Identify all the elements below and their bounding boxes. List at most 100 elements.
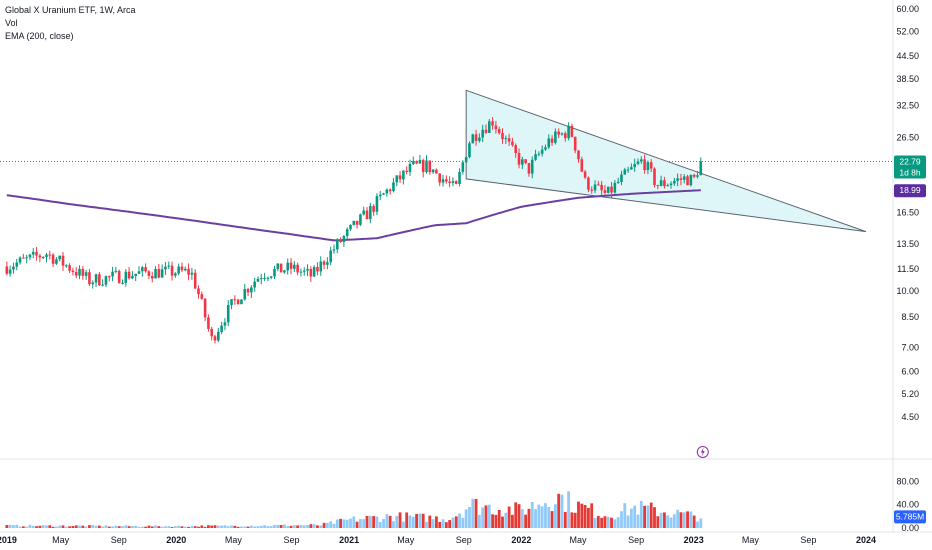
volume-bar [431,519,435,528]
candle-body [573,136,577,151]
candle-body [91,282,95,285]
candle-body [398,175,402,180]
candle-body [461,162,465,172]
volume-bar [359,519,362,528]
candle-body [405,170,408,172]
candle-body [593,184,597,191]
candle-body [524,159,527,164]
candle-body [183,268,187,271]
candle-body [104,276,108,285]
candle-body [385,189,389,194]
candle-body [517,153,521,165]
candle-body [547,138,551,148]
volume-bar [286,526,290,528]
candle-body [468,143,471,158]
volume-bar [140,526,144,528]
volume-bar [679,512,683,528]
legend-volume[interactable]: Vol [5,18,18,28]
volume-bar [606,516,610,528]
candle-body [633,164,636,168]
candle-body [253,281,256,288]
volume-bar [292,525,296,528]
volume-bar [421,513,425,528]
candle-body [689,174,693,186]
candle-body [84,272,88,276]
volume-bar [121,526,124,528]
volume-bar [649,502,653,528]
candle-body [418,160,422,164]
candle-body [226,305,230,323]
volume-bar [676,509,680,528]
volume-bar [45,525,48,528]
volume-bar [88,525,91,528]
volume-bar [395,516,399,528]
volume-bar [131,526,134,528]
volume-bar [352,516,356,528]
volume-bar [259,525,263,528]
volume-bar [405,512,409,528]
legend-ema[interactable]: EMA (200, close) [5,31,74,41]
volume-bar [325,522,329,528]
candle-body [369,206,372,220]
candle-body [256,278,260,282]
volume-bar [623,503,627,528]
volume-bar [441,519,445,528]
volume-bar [31,525,35,528]
volume-bar [322,522,326,528]
candle-body [355,220,359,225]
candle-body [217,331,220,341]
volume-bar [560,494,564,528]
volume-bar [428,515,432,528]
candle-body [345,229,349,237]
volume-bar [306,525,309,528]
lightning-icon[interactable] [696,446,709,458]
candle-body [342,236,346,242]
candle-body [663,180,666,187]
volume-bar [5,524,9,528]
volume-bar [101,526,105,528]
candle-body [425,160,428,173]
candle-body [35,251,38,256]
candle-body [514,145,518,154]
candle-body [51,254,55,264]
candle-body [487,121,491,133]
candle-body [266,277,270,279]
candle-body [395,175,399,183]
volume-bar [187,526,190,528]
volume-bar [223,525,227,528]
volume-bar [570,512,574,528]
candle-body [411,161,415,164]
volume-bar [603,516,607,528]
volume-bar [266,526,270,528]
volume-bar [249,525,253,528]
candle-body [696,175,699,177]
volume-bar [451,517,455,528]
volume-bar [104,525,108,528]
candle-body [174,273,177,276]
volume-bar [448,520,452,528]
volume-bar [203,526,207,528]
volume-bar [524,514,528,528]
candle-body [71,270,75,273]
candle-body [630,167,633,170]
candle-body [12,266,15,270]
legend-symbol-title[interactable]: Global X Uranium ETF, 1W, Arca [5,5,136,15]
candle-body [378,194,382,197]
volume-bar [25,526,29,528]
price-tick-label: 32.50 [896,101,919,111]
candle-body [111,271,114,277]
volume-bar [312,524,316,528]
candle-body [326,262,329,265]
candle-body [537,153,541,155]
volume-bar [296,525,300,528]
candle-body [563,133,567,139]
volume-bar [84,526,88,528]
candle-body [692,174,696,177]
volume-bar [269,526,273,528]
candle-body [639,159,643,162]
volume-bar [553,504,557,528]
volume-bar [207,525,210,528]
candle-body [312,267,316,277]
volume-bar [620,511,623,528]
